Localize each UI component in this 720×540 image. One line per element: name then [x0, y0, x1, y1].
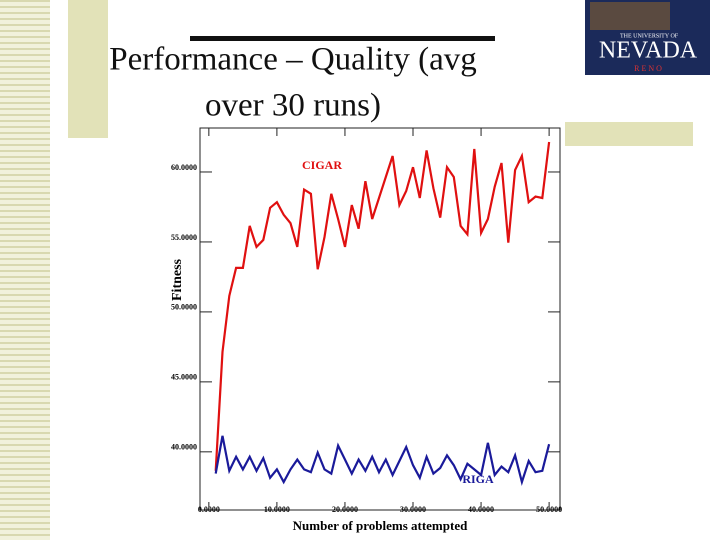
- series-label: RIGA: [462, 472, 494, 486]
- title-line: over 30 runs): [205, 88, 381, 124]
- y-tick-label: 45.0000: [171, 373, 197, 382]
- title-line: Performance – Quality (avg: [109, 42, 476, 78]
- y-tick-label: 50.0000: [171, 303, 197, 312]
- y-axis-label: Fitness: [170, 258, 185, 301]
- series-line: [214, 435, 551, 486]
- plot-area: [199, 127, 561, 511]
- title-accent: [68, 0, 108, 138]
- logo: THE UNIVERSITY OF NEVADA R E N O: [585, 0, 710, 75]
- y-tick-label: 60.0000: [171, 163, 197, 172]
- logo-photo: [590, 2, 670, 30]
- y-tick-label: 40.0000: [171, 443, 197, 452]
- side-stripes: [0, 0, 50, 540]
- right-accent: [565, 122, 693, 146]
- logo-name: NEVADA: [599, 38, 698, 64]
- title-rule: [190, 36, 495, 41]
- logo-top: THE UNIVERSITY OF: [620, 33, 679, 39]
- x-axis-label: Number of problems attempted: [293, 518, 468, 533]
- logo-bottom: R E N O: [634, 64, 662, 73]
- y-tick-label: 55.0000: [171, 233, 197, 242]
- series-label: CIGAR: [302, 158, 342, 172]
- series-line: [214, 141, 551, 471]
